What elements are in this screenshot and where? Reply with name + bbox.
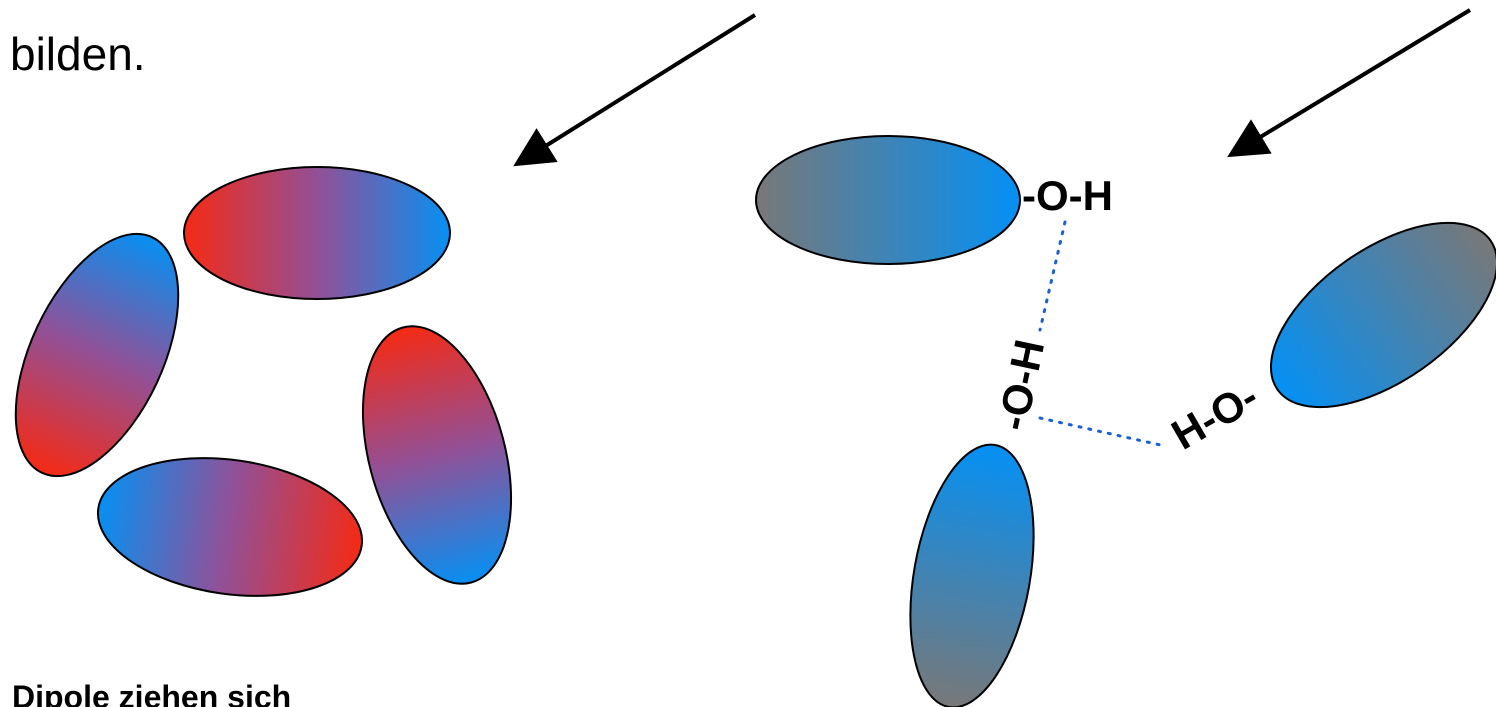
arrow	[520, 15, 755, 162]
molecule	[892, 435, 1052, 707]
dipole	[337, 310, 537, 600]
group-label: -O-H	[1022, 172, 1113, 219]
dipole	[0, 209, 212, 500]
dipole	[89, 442, 371, 612]
molecule	[756, 136, 1020, 264]
diagram: bilden. -O-H -O-H H-O- Dipole ziehen sic…	[0, 0, 1496, 707]
molecule	[1240, 186, 1496, 443]
caption: Dipole ziehen sich	[12, 679, 291, 707]
group-label: H-O-	[1164, 372, 1266, 458]
arrow	[1234, 10, 1470, 153]
hydrogen-bond	[1040, 418, 1165, 446]
group-label: -O-H	[988, 336, 1053, 435]
dipole	[184, 167, 450, 299]
hydrogen-bond	[1040, 222, 1065, 330]
page: {"intro_text": "bilden.", "caption": "Di…	[0, 0, 1496, 707]
intro-text: bilden.	[10, 28, 146, 80]
